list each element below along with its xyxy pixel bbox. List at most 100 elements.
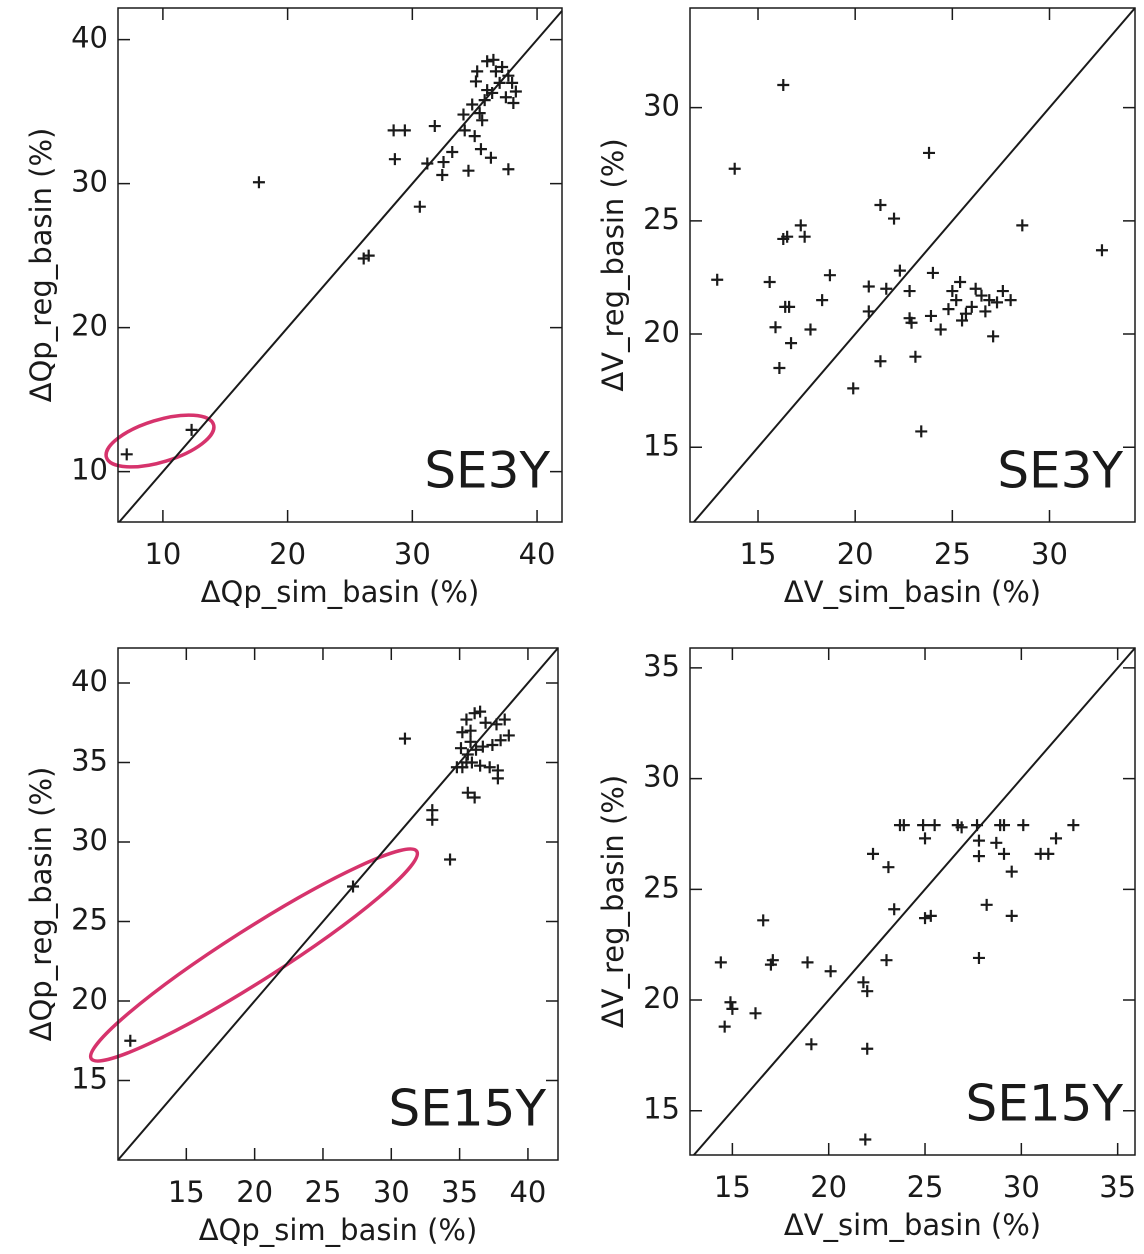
point xyxy=(498,713,511,726)
point xyxy=(867,847,880,860)
point xyxy=(456,726,469,739)
point xyxy=(347,880,360,893)
y-axis-title: ΔV_reg_basin (%) xyxy=(596,775,630,1028)
y-tick-label: 30 xyxy=(643,89,680,123)
point xyxy=(804,323,817,336)
point xyxy=(487,53,500,66)
x-tick-label: 15 xyxy=(714,1170,751,1204)
y-tick-label: 30 xyxy=(643,760,680,794)
point xyxy=(794,219,807,232)
point xyxy=(461,748,474,761)
point xyxy=(862,280,875,293)
point xyxy=(446,145,459,158)
x-tick-label: 40 xyxy=(509,1175,546,1209)
point xyxy=(496,61,509,74)
point xyxy=(457,108,470,121)
point xyxy=(874,198,887,211)
x-axis-title: ΔQp_sim_basin (%) xyxy=(199,1213,478,1247)
point xyxy=(466,98,479,111)
point xyxy=(486,86,499,99)
x-tick-label: 30 xyxy=(1003,1170,1040,1204)
x-tick-label: 35 xyxy=(1099,1170,1136,1204)
point xyxy=(972,850,985,863)
x-tick-label: 35 xyxy=(441,1175,478,1209)
point xyxy=(972,834,985,847)
point xyxy=(728,162,741,175)
point xyxy=(897,819,910,832)
point xyxy=(923,146,936,159)
point xyxy=(474,705,487,718)
y-axis-title: ΔQp_reg_basin (%) xyxy=(24,767,58,1042)
point xyxy=(718,1020,731,1033)
x-tick-label: 40 xyxy=(519,537,556,571)
point xyxy=(388,153,401,166)
x-tick-label: 30 xyxy=(1031,537,1068,571)
point xyxy=(493,76,506,89)
point xyxy=(428,120,441,133)
point xyxy=(861,1042,874,1055)
y-tick-label: 25 xyxy=(71,902,108,936)
identity-line xyxy=(117,647,559,1161)
point xyxy=(1095,244,1108,257)
point xyxy=(769,321,782,334)
point xyxy=(486,738,499,751)
point xyxy=(946,285,959,298)
highlight-ellipse xyxy=(104,413,216,469)
point xyxy=(460,756,473,769)
point xyxy=(464,735,477,748)
point xyxy=(494,734,507,747)
y-tick-label: 15 xyxy=(643,428,680,462)
y-axis-title: ΔV_reg_basin (%) xyxy=(596,138,630,391)
point xyxy=(749,1007,762,1020)
y-tick-label: 15 xyxy=(643,1092,680,1126)
point xyxy=(950,294,963,307)
point xyxy=(859,1133,872,1146)
point xyxy=(915,425,928,438)
point xyxy=(998,847,1010,860)
point xyxy=(882,861,895,874)
x-tick-label: 25 xyxy=(305,1175,342,1209)
point xyxy=(1005,865,1018,878)
point xyxy=(847,382,860,395)
point xyxy=(971,819,984,832)
point xyxy=(903,285,916,298)
point xyxy=(783,300,796,313)
y-tick-label: 20 xyxy=(643,315,680,349)
point xyxy=(934,323,947,336)
point xyxy=(955,821,968,834)
point xyxy=(185,423,198,436)
point xyxy=(969,282,982,295)
point xyxy=(1050,832,1063,845)
panel-label: SE15Y xyxy=(389,1080,547,1138)
point xyxy=(714,956,727,969)
point xyxy=(862,305,875,318)
point xyxy=(924,909,937,922)
point xyxy=(711,273,724,286)
point xyxy=(763,275,776,288)
point xyxy=(474,143,487,156)
point xyxy=(991,296,1004,309)
point xyxy=(502,729,515,742)
point xyxy=(483,761,496,774)
point xyxy=(724,996,737,1009)
point xyxy=(919,912,932,925)
plot-frame xyxy=(117,647,559,1161)
plot-frame xyxy=(689,647,1136,1156)
point xyxy=(987,330,1000,343)
point xyxy=(468,130,481,143)
point xyxy=(120,448,133,461)
point xyxy=(471,65,484,78)
x-axis-title: ΔV_sim_basin (%) xyxy=(784,1208,1041,1242)
point xyxy=(491,772,504,785)
identity-line xyxy=(693,647,1136,1156)
x-tick-label: 15 xyxy=(168,1175,205,1209)
y-tick-label: 25 xyxy=(643,870,680,904)
point xyxy=(506,76,519,89)
point xyxy=(509,85,522,98)
x-tick-label: 25 xyxy=(907,1170,944,1204)
point xyxy=(454,742,467,755)
point xyxy=(979,305,992,318)
panel-label: SE3Y xyxy=(997,442,1123,500)
y-tick-label: 35 xyxy=(71,743,108,777)
x-tick-label: 20 xyxy=(837,537,874,571)
